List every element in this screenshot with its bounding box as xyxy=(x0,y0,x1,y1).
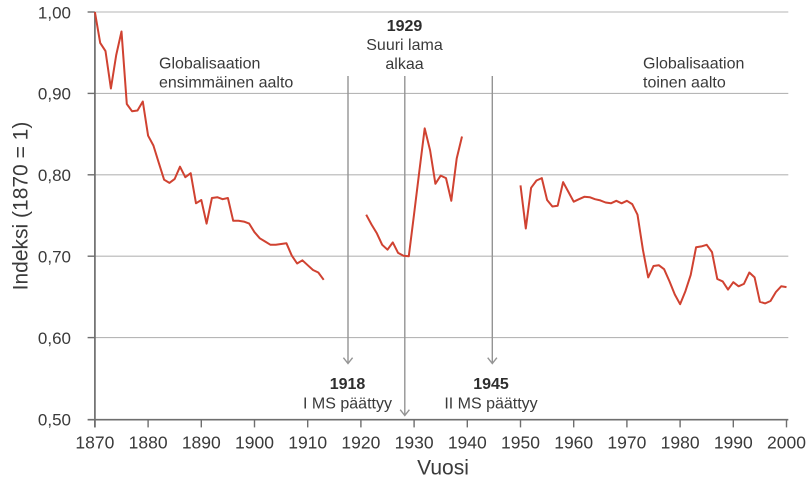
svg-text:alkaa: alkaa xyxy=(385,56,423,73)
svg-text:1980: 1980 xyxy=(661,433,700,453)
svg-text:1945: 1945 xyxy=(473,376,509,393)
svg-text:1880: 1880 xyxy=(129,433,168,453)
svg-text:2000: 2000 xyxy=(767,433,806,453)
svg-text:I MS päättyy: I MS päättyy xyxy=(303,396,392,413)
svg-text:1940: 1940 xyxy=(448,433,487,453)
svg-text:1910: 1910 xyxy=(288,433,327,453)
svg-text:1918: 1918 xyxy=(330,376,366,393)
svg-text:0,80: 0,80 xyxy=(38,166,71,185)
svg-text:1920: 1920 xyxy=(341,433,380,453)
svg-text:Globalisaation: Globalisaation xyxy=(643,56,744,73)
svg-text:0,90: 0,90 xyxy=(38,85,71,104)
svg-text:Suuri lama: Suuri lama xyxy=(366,37,443,54)
svg-text:1929: 1929 xyxy=(387,18,423,35)
svg-text:1900: 1900 xyxy=(235,433,274,453)
svg-text:1990: 1990 xyxy=(714,433,753,453)
svg-text:ensimmäinen aalto: ensimmäinen aalto xyxy=(159,75,293,92)
svg-text:1890: 1890 xyxy=(182,433,221,453)
svg-text:toinen aalto: toinen aalto xyxy=(643,75,726,92)
svg-text:Globalisaation: Globalisaation xyxy=(159,56,260,73)
svg-text:1970: 1970 xyxy=(607,433,646,453)
svg-text:0,70: 0,70 xyxy=(38,248,71,267)
svg-text:1930: 1930 xyxy=(395,433,434,453)
svg-text:1870: 1870 xyxy=(75,433,114,453)
svg-text:0,50: 0,50 xyxy=(38,410,71,429)
svg-text:1950: 1950 xyxy=(501,433,540,453)
svg-text:Indeksi (1870 = 1): Indeksi (1870 = 1) xyxy=(10,122,33,291)
svg-text:0,60: 0,60 xyxy=(38,329,71,348)
svg-text:Vuosi: Vuosi xyxy=(417,457,469,480)
svg-text:1,00: 1,00 xyxy=(38,3,71,22)
svg-text:II MS päättyy: II MS päättyy xyxy=(444,396,537,413)
svg-text:1960: 1960 xyxy=(554,433,593,453)
